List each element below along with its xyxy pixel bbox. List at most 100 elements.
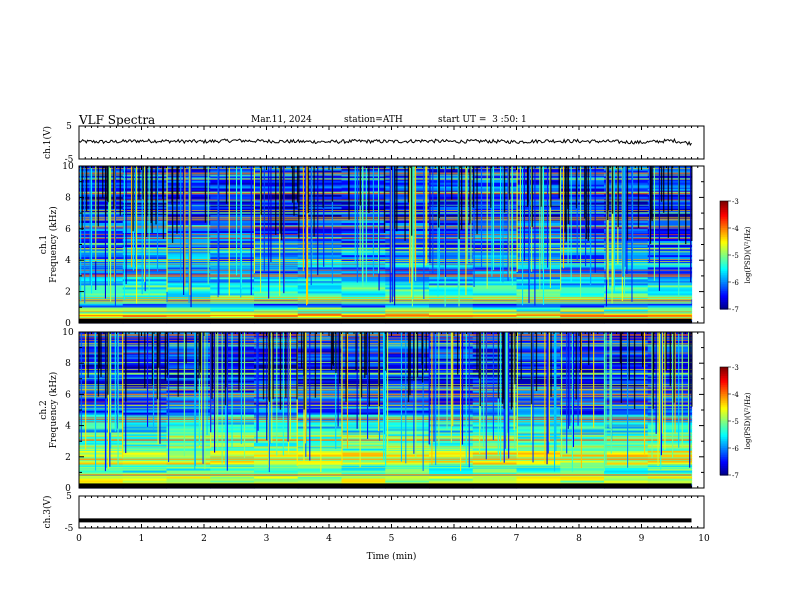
- ch1-spectrogram-cell: [254, 256, 299, 260]
- x-tick-label: 10: [698, 534, 710, 544]
- ch2-spectrogram-colorbar-cell: [720, 464, 728, 467]
- ch1-spectrogram-cell: [560, 276, 605, 280]
- ch1-spectrogram-ytick-label: 2: [65, 288, 71, 298]
- ch1-spectrogram-sferic: [393, 166, 395, 297]
- ch1-spectrogram-line-artifact: [79, 259, 692, 260]
- ch1-spectrogram-gap: [394, 166, 396, 229]
- ch1-spectrogram-cell: [647, 180, 693, 183]
- ch2-spectrogram-cell: [560, 380, 605, 383]
- ch1-spectrogram-cell: [210, 202, 255, 205]
- ch1-spectrogram-cell: [385, 200, 430, 203]
- ch1-spectrogram-cell: [516, 190, 561, 193]
- ch2-spectrogram-cell: [79, 422, 124, 425]
- x-tick-label: 4: [326, 534, 332, 544]
- ch2-spectrogram-cell: [254, 366, 299, 369]
- ch2-spectrogram-cell: [385, 466, 430, 469]
- ch1-spectrogram-cell: [254, 278, 299, 282]
- ch1-spectrogram-cell: [516, 304, 561, 308]
- ch2-spectrogram-colorbar-cell: [720, 442, 728, 445]
- ch1-spectrogram-gap: [119, 166, 121, 216]
- ch2-spectrogram-sferic: [385, 332, 387, 468]
- ch1-spectrogram-cell: [297, 288, 343, 292]
- ch2-spectrogram-cell: [560, 332, 605, 335]
- ch2-spectrogram-cell: [254, 426, 299, 429]
- ch2-spectrogram-gap: [345, 332, 347, 402]
- ch2-spectrogram-sferic: [672, 332, 674, 458]
- ch2-spectrogram-cell: [166, 470, 211, 473]
- ch1-spectrogram-cell: [429, 304, 474, 308]
- ch1-spectrogram-cell: [210, 292, 255, 296]
- ch1-spectrogram-cell: [341, 208, 386, 211]
- ch2-spectrogram-cell: [516, 446, 561, 449]
- ch1-spectrogram-cell: [385, 190, 430, 193]
- ch1-spectrogram-sferic: [389, 166, 391, 303]
- ch1-spectrogram-cell: [341, 252, 386, 256]
- ch2-spectrogram-cell: [472, 434, 518, 437]
- ch2-spectrogram-gap: [364, 332, 366, 379]
- ch1-spectrogram-cell: [254, 252, 299, 256]
- ch2-spectrogram-cell: [341, 342, 386, 345]
- ch2-spectrogram-cell: [166, 348, 211, 351]
- ch2-spectrogram-cell: [385, 386, 430, 389]
- ch1-spectrogram-sferic: [310, 166, 312, 286]
- ch1-spectrogram-cell: [79, 278, 124, 282]
- ch1-spectrogram-cell: [385, 234, 430, 238]
- ch2-spectrogram-cell: [472, 480, 518, 483]
- ch1-spectrogram-sferic: [444, 166, 447, 278]
- ch1-spectrogram-cell: [472, 166, 518, 169]
- ch1-spectrogram-cell: [516, 182, 561, 185]
- ch1-spectrogram-gap: [85, 166, 88, 212]
- ch2-spectrogram-gap: [520, 332, 522, 380]
- ch1-spectrogram-cell: [604, 176, 649, 179]
- ch2-spectrogram-cell: [560, 436, 605, 439]
- ch1-spectrogram-line-artifact: [79, 168, 692, 170]
- ch1-spectrogram-cell: [79, 170, 124, 173]
- ch1-spectrogram-gap: [368, 166, 370, 214]
- ch2-spectrogram-cell: [166, 466, 211, 469]
- ch1-spectrogram-cell: [385, 166, 430, 169]
- ch2-spectrogram-cell: [297, 384, 343, 387]
- ch2-spectrogram-cell: [122, 394, 168, 397]
- ch1-spectrogram-cell: [604, 202, 649, 205]
- ch2-spectrogram-gap: [125, 332, 127, 402]
- ch1-spectrogram-cell: [385, 228, 430, 232]
- ch2-spectrogram-cell: [341, 476, 386, 479]
- ch2-spectrogram-cell: [254, 382, 299, 385]
- ch2-spectrogram-cell: [254, 356, 299, 359]
- x-tick-label: 5: [389, 534, 395, 544]
- ch1-spectrogram-gap: [617, 166, 619, 228]
- ch2-spectrogram-cell: [210, 466, 255, 469]
- ch1-spectrogram-sferic: [519, 166, 521, 262]
- ch1-spectrogram-cell: [560, 228, 605, 232]
- ch2-spectrogram-cell: [254, 434, 299, 437]
- ch1-spectrogram-cell: [472, 312, 518, 316]
- ch1-spectrogram-cell: [647, 176, 693, 179]
- ch1-spectrogram-cell: [210, 232, 255, 236]
- ch1-spectrogram-cell: [429, 294, 474, 298]
- ch1-spectrogram-cell: [254, 302, 299, 306]
- ch1-spectrogram-cell: [604, 254, 649, 258]
- ch2-spectrogram-sferic: [400, 332, 403, 462]
- ch2-spectrogram-cell: [604, 406, 649, 409]
- ch2-spectrogram-cell: [341, 386, 386, 389]
- ch1-spectrogram-sferic: [263, 166, 265, 273]
- ch1-spectrogram-cell: [79, 168, 124, 171]
- ch1-spectrogram-cell: [516, 312, 561, 316]
- ch2-spectrogram-cell: [385, 442, 430, 445]
- ch1-spectrogram-gap: [458, 166, 460, 240]
- ch1-spectrogram-cell: [647, 286, 693, 290]
- ch1-spectrogram-cell: [341, 198, 386, 201]
- ch2-spectrogram-sferic: [609, 332, 611, 428]
- ch2-spectrogram-cell: [166, 412, 211, 415]
- ch2-spectrogram-gap: [421, 332, 423, 366]
- ch1-spectrogram-sferic: [606, 166, 608, 280]
- ch2-spectrogram-cell: [254, 410, 299, 413]
- ch2-spectrogram-cell: [166, 450, 211, 453]
- ch1-spectrogram-sferic: [156, 166, 159, 272]
- ch1-spectrogram-line-artifact: [79, 265, 692, 267]
- ch2-spectrogram-cell: [341, 340, 386, 343]
- ch2-spectrogram-cell: [341, 358, 386, 361]
- ch2-spectrogram-cell: [254, 446, 299, 449]
- ch2-spectrogram-cell: [166, 362, 211, 365]
- ch2-spectrogram-gap: [425, 332, 427, 371]
